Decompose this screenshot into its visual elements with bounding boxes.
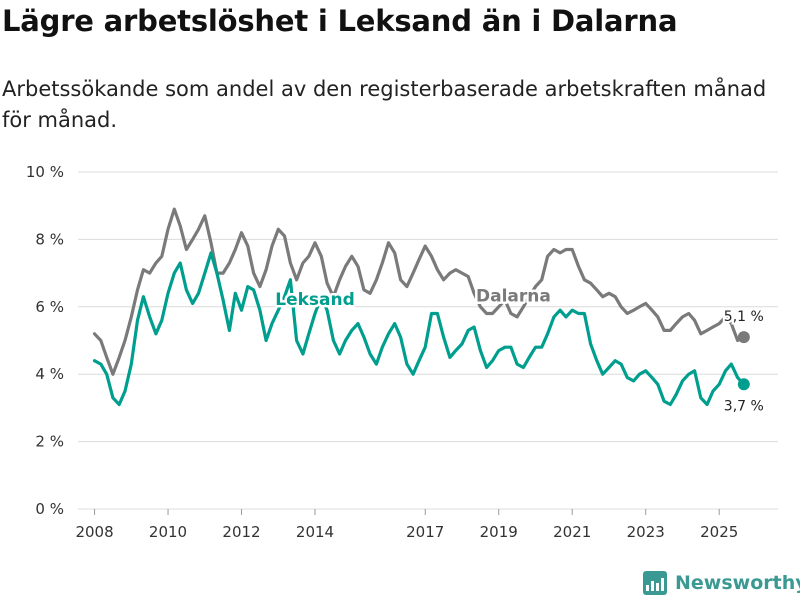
series-line-leksand [92,251,746,407]
x-tick-label: 2012 [222,523,260,541]
x-tick-label: 2008 [75,523,113,541]
end-value-label-dalarna: 5,1 % [724,309,764,325]
brand-logo: Newsworthy [643,569,800,597]
end-point-leksand [737,378,750,391]
y-tick-label: 2 % [35,433,64,451]
y-tick-label: 4 % [35,365,64,383]
x-tick-label: 2021 [553,523,591,541]
brand-name: Newsworthy [675,572,800,594]
y-tick-label: 10 % [26,163,64,181]
x-tick-label: 2019 [480,523,518,541]
newsworthy-icon [643,571,667,595]
chart-title: Lägre arbetslöshet i Leksand än i Dalarn… [2,4,678,38]
x-tick-label: 2014 [296,523,334,541]
chart-subtitle: Arbetssökande som andel av den registerb… [2,77,767,132]
series-label-leksand: Leksand [275,290,355,310]
y-tick-label: 6 % [35,298,64,316]
x-tick-label: 2010 [149,523,187,541]
y-tick-label: 0 % [35,500,64,518]
x-tick-label: 2017 [406,523,444,541]
end-point-dalarna [737,331,750,344]
x-tick-label: 2023 [627,523,665,541]
series-line-dalarna [92,207,746,376]
x-tick-label: 2025 [700,523,738,541]
end-value-label-leksand: 3,7 % [724,398,764,414]
y-tick-label: 8 % [35,230,64,248]
series-label-dalarna: Dalarna [476,287,551,307]
